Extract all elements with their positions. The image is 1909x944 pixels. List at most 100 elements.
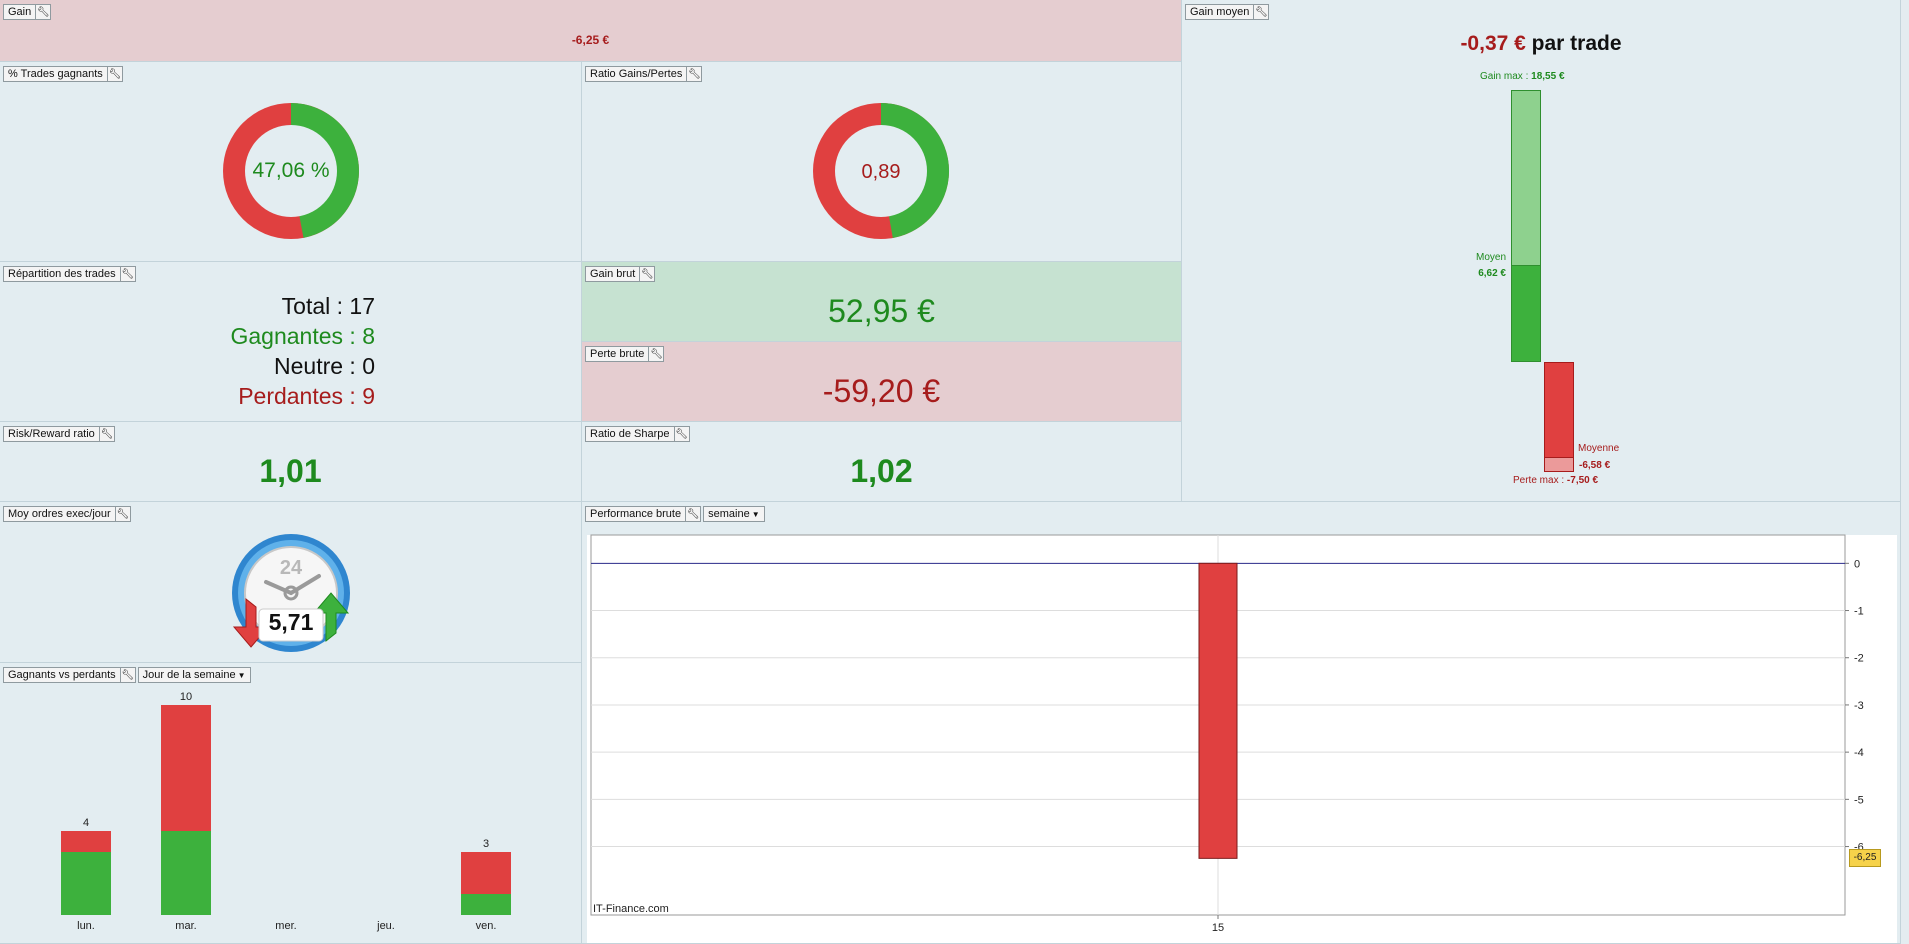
wrench-icon[interactable]: 🔧︎ xyxy=(687,66,703,82)
gain-moyen-value: -0,37 € xyxy=(1460,32,1526,55)
panel-title: Perte brute xyxy=(585,346,650,362)
neutre-count: Neutre : 0 xyxy=(274,353,375,379)
moyenne-label: Moyenne xyxy=(1578,443,1620,454)
moy-ordres-panel: Moy ordres exec/jour 🔧︎ 24 5,71 xyxy=(0,502,582,663)
perf-ytick-label: 0 xyxy=(1854,558,1860,570)
gain-max-caption: Gain max : 18,55 € xyxy=(1480,71,1565,82)
perf-panel: Performance brute 🔧︎ semaine ▼ 0 -1 -2 -3 -4 -… xyxy=(582,502,1901,944)
gv-category-label: lun. xyxy=(77,920,95,932)
gv-total-label: 3 xyxy=(483,838,489,850)
gain-moyen-suffix: par trade xyxy=(1531,32,1622,55)
gv-win-bar xyxy=(461,894,511,915)
perf-ytick-label: -6 xyxy=(1854,842,1864,854)
panel-title: Gain moyen xyxy=(1185,4,1255,20)
panel-header: Perte brute 🔧︎ xyxy=(585,346,665,362)
panel-title: Gain brut xyxy=(585,266,641,282)
perte-brute-value: -59,20 € xyxy=(822,373,941,409)
panel-title: Gain xyxy=(3,4,37,20)
panel-header: Gagnants vs perdants 🔧︎ Jour de la semai… xyxy=(3,667,251,683)
perf-bar-chart: 0 -1 -2 -3 -4 -5 -6 15 xyxy=(587,534,1897,943)
gv-category-label: mar. xyxy=(175,920,196,932)
perf-ytick-label: -2 xyxy=(1854,653,1864,665)
gv-loss-bar xyxy=(61,831,111,852)
sharpe-value: 1,02 xyxy=(850,453,913,489)
pct-value: 47,06 % xyxy=(252,159,330,182)
wrench-icon[interactable]: 🔧︎ xyxy=(115,506,131,522)
gain-value: -6,25 € xyxy=(571,33,610,47)
panel-title: Moy ordres exec/jour xyxy=(3,506,116,522)
gv-category-label: ven. xyxy=(476,920,497,932)
gv-panel: Gagnants vs perdants 🔧︎ Jour de la semai… xyxy=(0,663,582,944)
perte-brute-panel: Perte brute 🔧︎ -59,20 € xyxy=(582,342,1182,422)
wrench-icon[interactable]: 🔧︎ xyxy=(649,346,665,362)
gv-total-label: 10 xyxy=(180,691,192,703)
repartition-panel: Répartition des trades 🔧︎ Total : 17 Gag… xyxy=(0,262,582,422)
panel-header: Gain 🔧︎ xyxy=(3,4,52,20)
perf-plot-bg xyxy=(587,535,1897,943)
panel-header: Ratio de Sharpe 🔧︎ xyxy=(585,426,690,442)
moyenne-value: -6,58 € xyxy=(1579,460,1611,471)
panel-header: Répartition des trades 🔧︎ xyxy=(3,266,136,282)
gv-category-label: mer. xyxy=(275,920,296,932)
wrench-icon[interactable]: 🔧︎ xyxy=(640,266,656,282)
donut-chart xyxy=(223,103,359,239)
panel-title: Répartition des trades xyxy=(3,266,121,282)
donut-chart xyxy=(813,102,950,239)
wrench-icon[interactable]: 🔧︎ xyxy=(107,66,123,82)
perf-ytick-label: -3 xyxy=(1854,700,1864,712)
caret-down-icon: ▼ xyxy=(751,510,760,519)
panel-header: Ratio Gains/Pertes 🔧︎ xyxy=(585,66,703,82)
gv-total-label: 4 xyxy=(83,817,89,829)
perf-x-label: 15 xyxy=(1212,922,1224,934)
gain-moyen-panel: Gain moyen 🔧︎ -0,37 € par trade Gain max… xyxy=(1182,0,1901,502)
panel-header: Performance brute 🔧︎ semaine ▼ xyxy=(585,506,765,522)
gv-win-bar xyxy=(61,852,111,915)
total-count: Total : 17 xyxy=(281,293,375,319)
gain-brut-panel: Gain brut 🔧︎ 52,95 € xyxy=(582,262,1182,342)
perf-bar xyxy=(1198,562,1238,859)
perf-ytick-label: -4 xyxy=(1854,747,1864,759)
gain-brut-value: 52,95 € xyxy=(828,293,935,329)
wrench-icon[interactable]: 🔧︎ xyxy=(99,426,115,442)
moy-ordres-value: 5,71 xyxy=(268,609,314,635)
wrench-icon[interactable]: 🔧︎ xyxy=(36,4,52,20)
wrench-icon[interactable]: 🔧︎ xyxy=(1254,4,1270,20)
panel-header: Gain brut 🔧︎ xyxy=(585,266,656,282)
gain-avg-bar xyxy=(1511,264,1541,362)
caret-down-icon: ▼ xyxy=(237,671,246,680)
panel-header: Risk/Reward ratio 🔧︎ xyxy=(3,426,115,442)
wrench-icon[interactable]: 🔧︎ xyxy=(120,266,136,282)
value-tag: -6,25 xyxy=(1849,849,1881,868)
wrench-icon[interactable]: 🔧︎ xyxy=(120,667,136,683)
gain-panel: Gain 🔧︎ -6,25 € xyxy=(0,0,1182,62)
clock-label: 24 xyxy=(279,557,303,579)
wrench-icon[interactable]: 🔧︎ xyxy=(686,506,702,522)
panel-header: Moy ordres exec/jour 🔧︎ xyxy=(3,506,131,522)
wrench-icon[interactable]: 🔧︎ xyxy=(674,426,690,442)
period-dropdown[interactable]: semaine ▼ xyxy=(703,506,765,522)
perf-ytick-label: -1 xyxy=(1854,606,1864,618)
risk-reward-panel: Risk/Reward ratio 🔧︎ 1,01 xyxy=(0,422,582,502)
gv-loss-bar xyxy=(161,705,211,831)
grouping-dropdown[interactable]: Jour de la semaine ▼ xyxy=(137,667,251,683)
ratio-gp-panel: Ratio Gains/Pertes 🔧︎ 0,89 xyxy=(582,62,1182,262)
donut-hole xyxy=(245,125,337,217)
gv-category-label: jeu. xyxy=(376,920,395,932)
moyen-label: Moyen xyxy=(1475,252,1506,263)
gain-moyen-headline: -0,37 € par trade xyxy=(1182,32,1900,56)
gv-loss-bar xyxy=(461,852,511,894)
panel-title: % Trades gagnants xyxy=(3,66,108,82)
panel-header: % Trades gagnants 🔧︎ xyxy=(3,66,123,82)
panel-title: Performance brute xyxy=(585,506,687,522)
ratio-value: 0,89 xyxy=(861,161,901,183)
pct-trades-panel: % Trades gagnants 🔧︎ 47,06 % xyxy=(0,62,582,262)
clock-icon xyxy=(232,534,350,652)
risk-reward-value: 1,01 xyxy=(259,453,322,489)
sharpe-panel: Ratio de Sharpe 🔧︎ 1,02 xyxy=(582,422,1182,502)
gv-bar-chart: 4 lun. 10 mar. mer. jeu. 3 ven. xyxy=(61,691,511,932)
panel-title: Gagnants vs perdants xyxy=(3,667,121,683)
watermark: IT-Finance.com xyxy=(593,903,669,915)
loss-avg-bar xyxy=(1544,362,1574,459)
moyen-value: 6,62 € xyxy=(1478,268,1506,279)
perf-ytick-label: -5 xyxy=(1854,794,1864,806)
